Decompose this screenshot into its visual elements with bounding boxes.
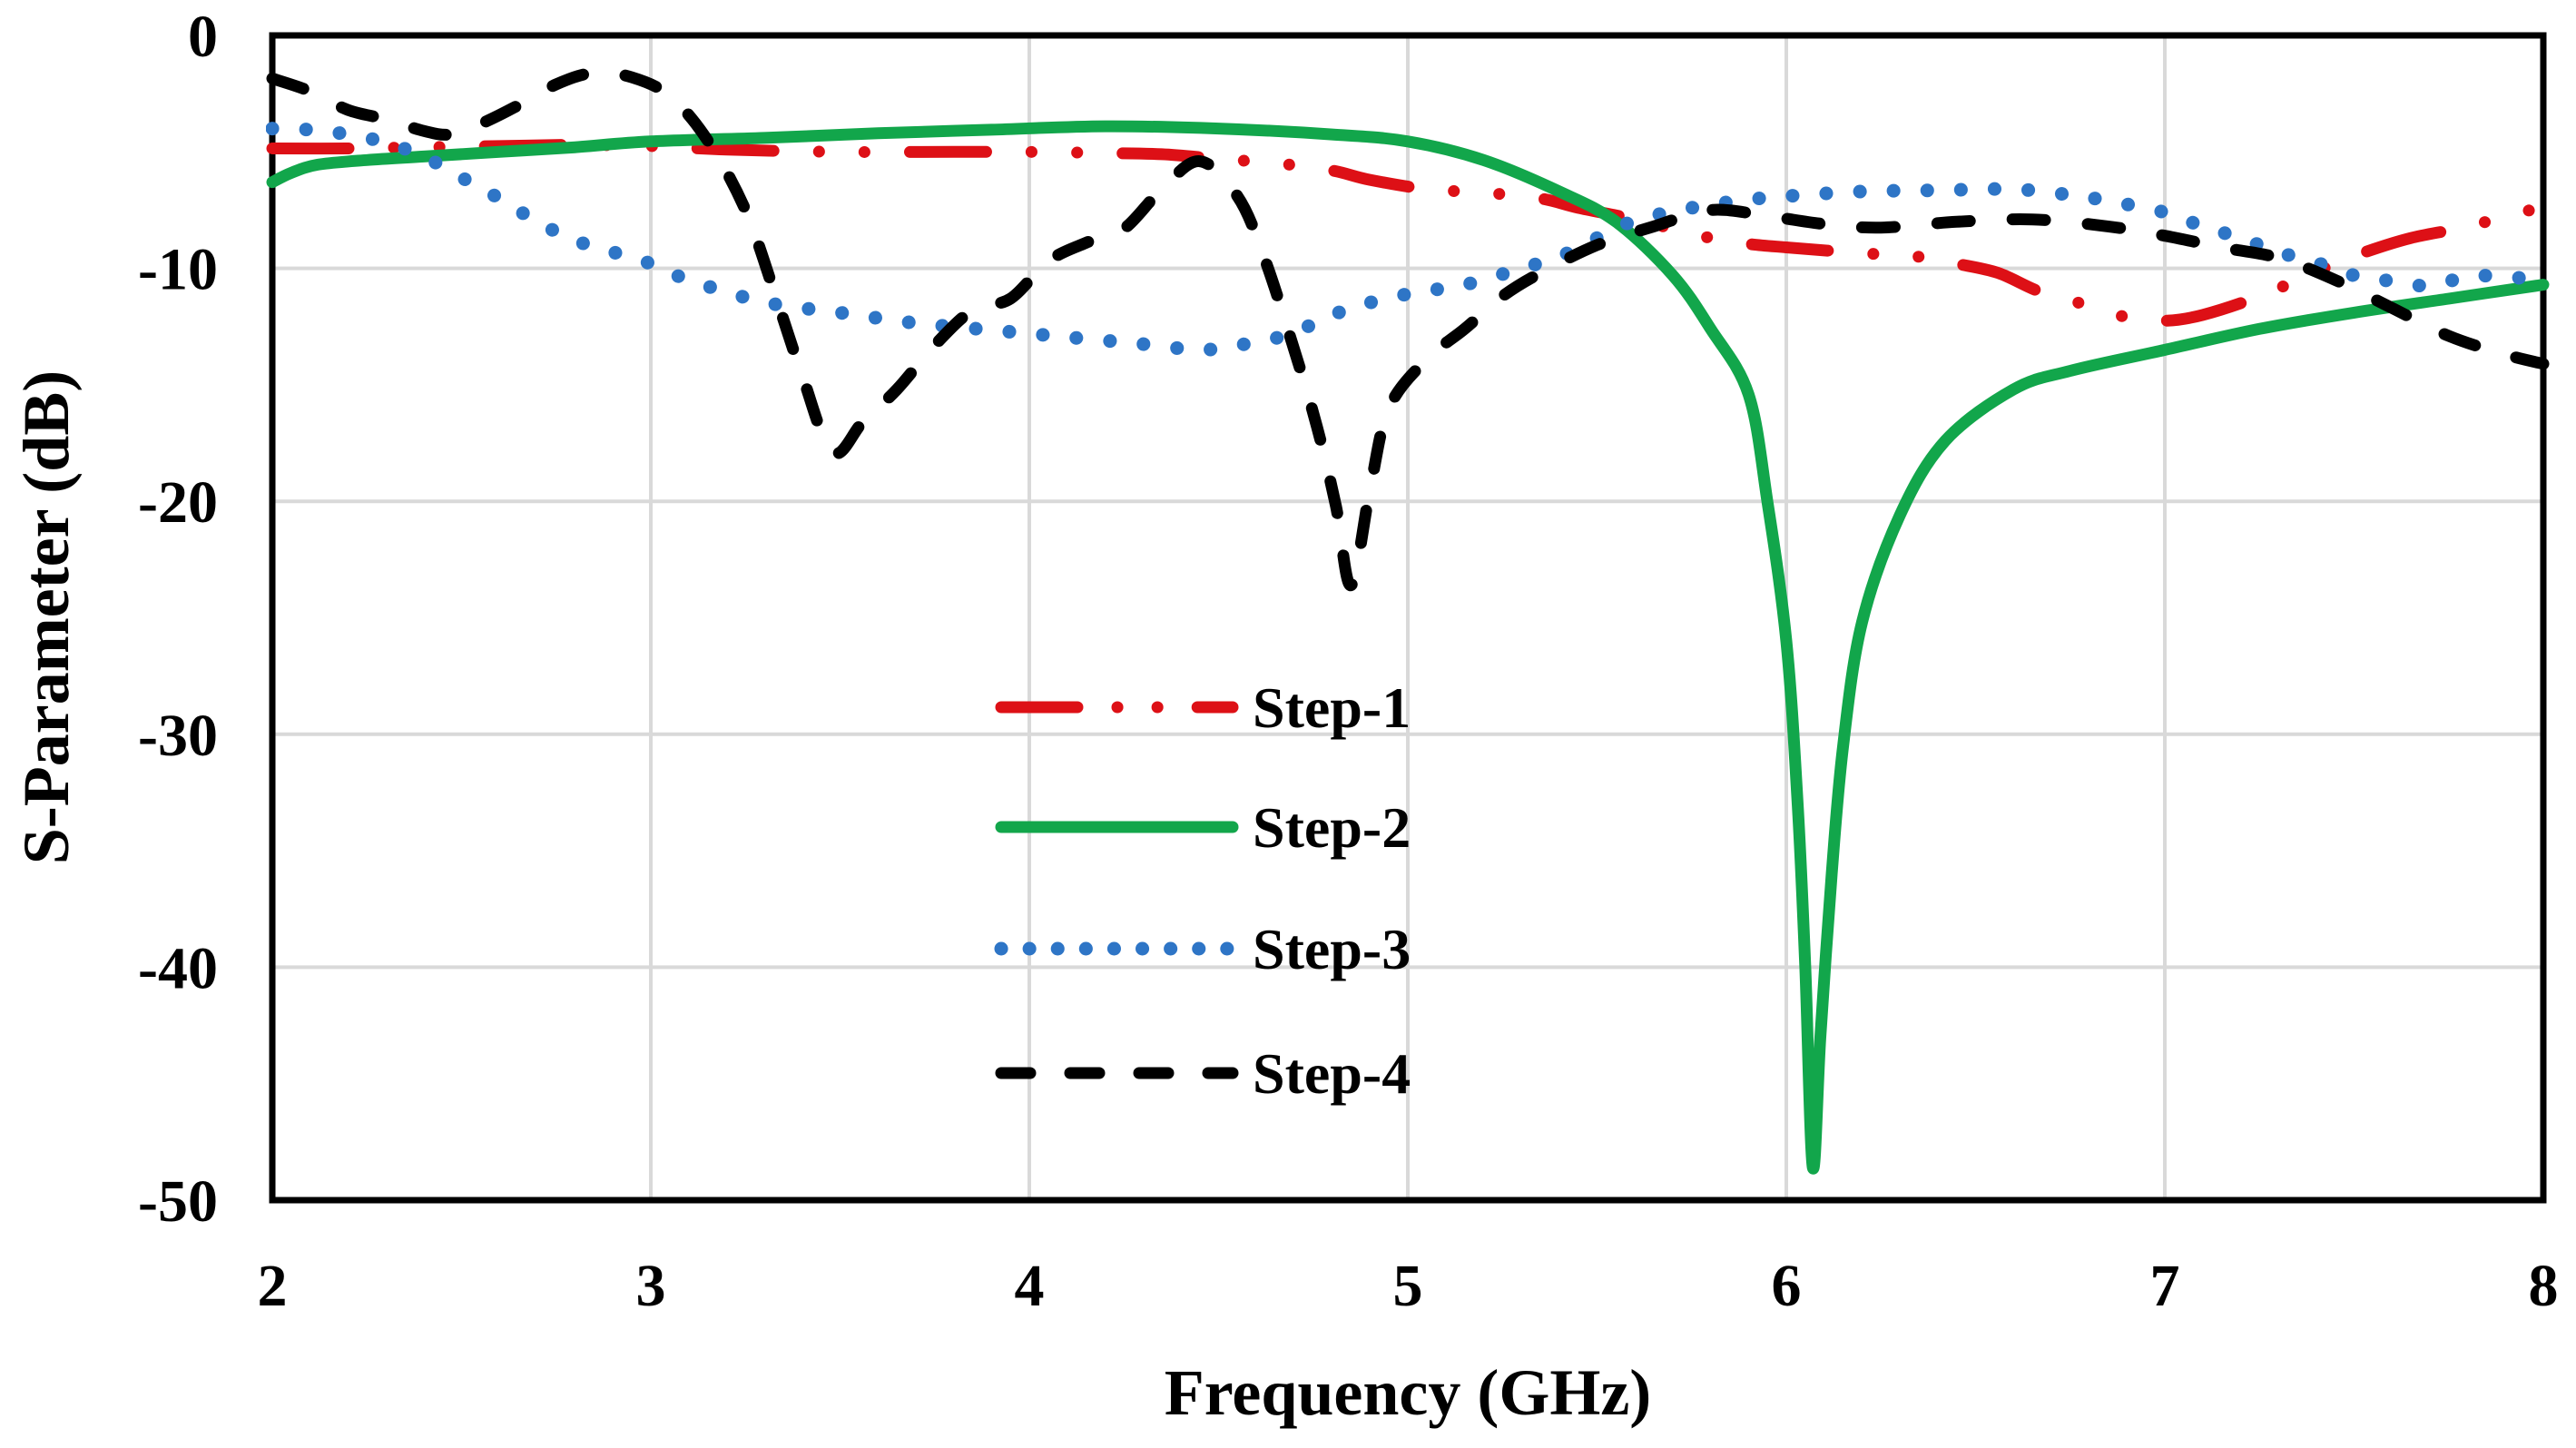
y-axis-title: S-Parameter (dB) xyxy=(10,370,83,865)
x-tick-label: 4 xyxy=(1015,1253,1045,1319)
x-tick-label: 7 xyxy=(2150,1253,2180,1319)
y-tick-label: -40 xyxy=(138,935,218,1001)
gridlines xyxy=(272,35,2543,1200)
y-tick-label: -10 xyxy=(138,237,218,303)
legend-label-step-2: Step-2 xyxy=(1253,795,1411,860)
x-tick-label: 6 xyxy=(1772,1253,1802,1319)
legend-item-step-1: Step-1 xyxy=(995,675,1411,740)
x-tick-label: 3 xyxy=(636,1253,666,1319)
legend: Step-1 Step-2 Step-3 Step-4 xyxy=(994,675,1411,1106)
y-tick-label: 0 xyxy=(188,4,218,70)
plot-border xyxy=(269,32,2547,1204)
step-1-curve xyxy=(266,139,2550,327)
legend-label-step-4: Step-4 xyxy=(1253,1041,1411,1106)
step-3-curve xyxy=(266,122,2550,357)
y-tick-label: -30 xyxy=(138,703,218,769)
legend-item-step-2: Step-2 xyxy=(995,795,1411,860)
y-tick-label: -50 xyxy=(138,1168,218,1235)
y-tick-label: -20 xyxy=(138,469,218,536)
legend-label-step-3: Step-3 xyxy=(1253,917,1411,981)
x-axis-tick-labels: 2 3 4 5 6 7 8 xyxy=(258,1253,2559,1319)
legend-label-step-1: Step-1 xyxy=(1253,675,1411,740)
y-axis-tick-labels: 0 -10 -20 -30 -40 -50 xyxy=(138,4,218,1235)
x-tick-label: 8 xyxy=(2529,1253,2559,1319)
legend-item-step-3: Step-3 xyxy=(994,917,1411,981)
x-tick-label: 2 xyxy=(258,1253,288,1319)
x-tick-label: 5 xyxy=(1393,1253,1423,1319)
step-4-curve xyxy=(266,66,2550,592)
step-2-curve xyxy=(266,120,2550,1175)
legend-item-step-4: Step-4 xyxy=(995,1041,1411,1106)
x-axis-title: Frequency (GHz) xyxy=(1165,1356,1652,1429)
curves xyxy=(266,66,2550,1175)
